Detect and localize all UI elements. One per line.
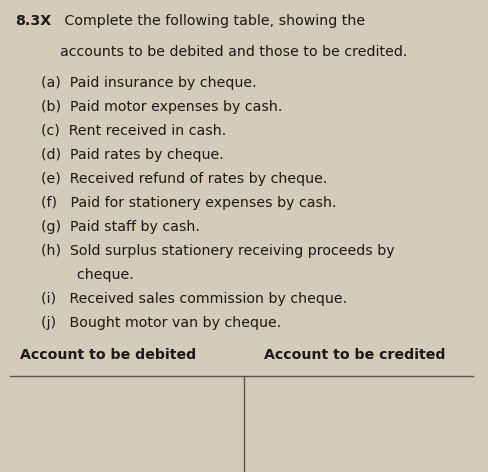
Text: (c)  Rent received in cash.: (c) Rent received in cash. xyxy=(41,124,227,138)
Text: (i)   Received sales commission by cheque.: (i) Received sales commission by cheque. xyxy=(41,292,347,306)
Text: accounts to be debited and those to be credited.: accounts to be debited and those to be c… xyxy=(60,45,407,59)
Text: (e)  Received refund of rates by cheque.: (e) Received refund of rates by cheque. xyxy=(41,172,328,185)
Text: (j)   Bought motor van by cheque.: (j) Bought motor van by cheque. xyxy=(41,316,282,330)
Text: (h)  Sold surplus stationery receiving proceeds by: (h) Sold surplus stationery receiving pr… xyxy=(41,244,395,258)
Text: (g)  Paid staff by cash.: (g) Paid staff by cash. xyxy=(41,220,201,234)
Text: 8.3X: 8.3X xyxy=(15,14,51,28)
Text: Complete the following table, showing the: Complete the following table, showing th… xyxy=(60,14,365,28)
Text: cheque.: cheque. xyxy=(41,268,134,282)
Text: (d)  Paid rates by cheque.: (d) Paid rates by cheque. xyxy=(41,148,224,162)
Text: (f)   Paid for stationery expenses by cash.: (f) Paid for stationery expenses by cash… xyxy=(41,196,337,210)
Text: (b)  Paid motor expenses by cash.: (b) Paid motor expenses by cash. xyxy=(41,100,283,114)
Text: Account to be credited: Account to be credited xyxy=(264,348,445,362)
Text: (a)  Paid insurance by cheque.: (a) Paid insurance by cheque. xyxy=(41,76,257,90)
Text: Account to be debited: Account to be debited xyxy=(20,348,196,362)
